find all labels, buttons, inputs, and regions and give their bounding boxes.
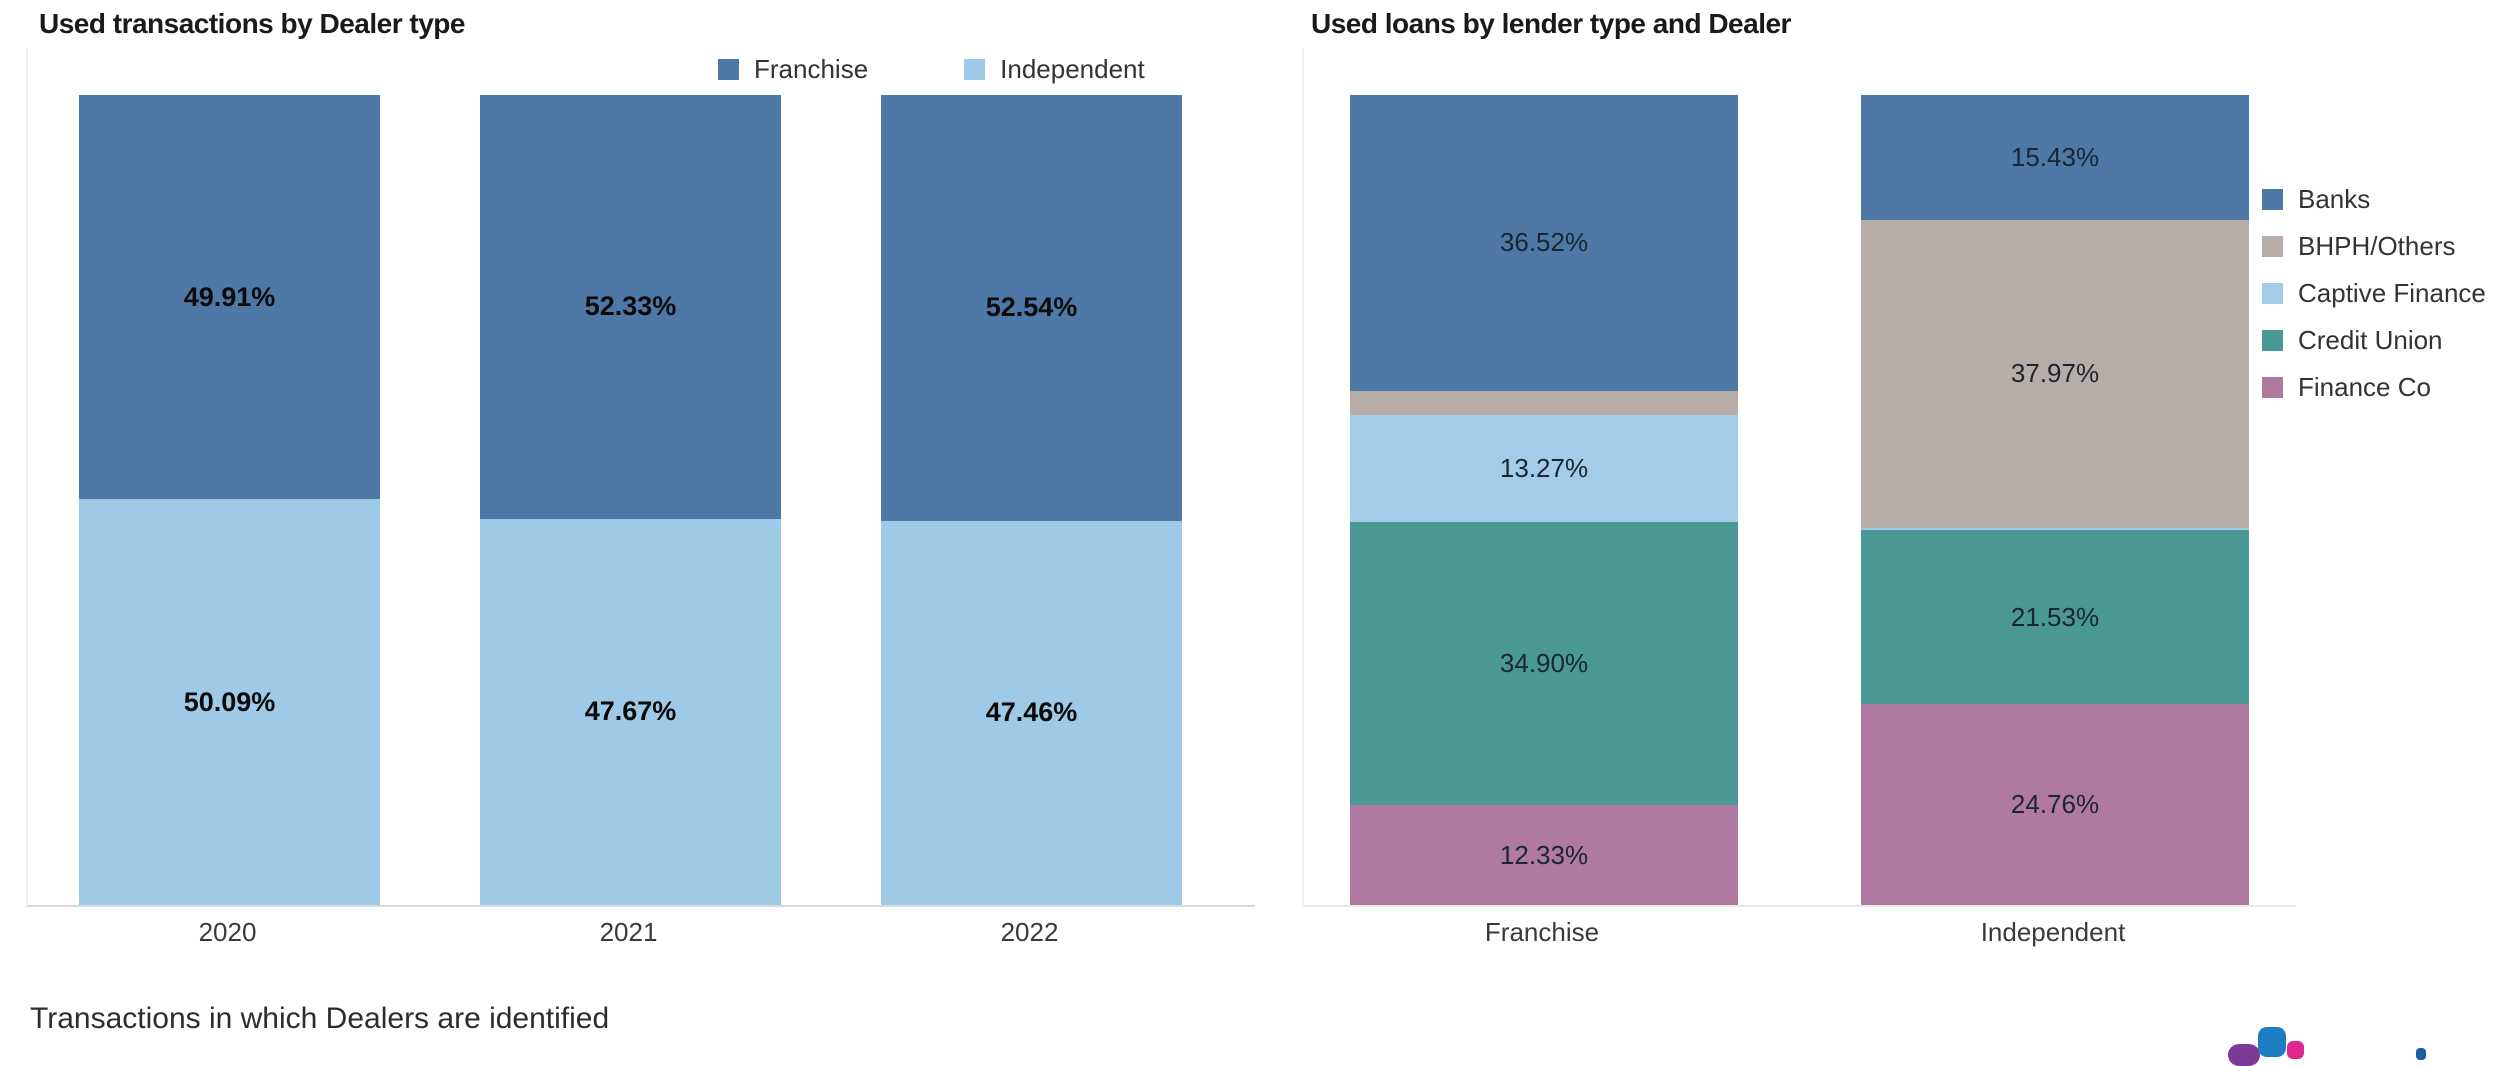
brand-logo-partial (2220, 1020, 2519, 1066)
logo-pink-block (2287, 1041, 2304, 1059)
value-label: 34.90% (1499, 648, 1589, 679)
bars-container: 49.91% 50.09% 52.33% 47.67% 52.54% 47.46% (79, 95, 1182, 905)
legend-swatch-credit-union (2262, 330, 2283, 351)
chart-title: Used transactions by Dealer type (39, 8, 465, 39)
segment-finance-co-independent[interactable]: 24.76% (1861, 704, 2249, 905)
legend-swatch-captive-finance (2262, 283, 2283, 304)
logo-purple-block (2228, 1044, 2260, 1066)
legend-item-independent[interactable]: Independent (964, 54, 1145, 85)
plot-area: 49.91% 50.09% 52.33% 47.67% 52.54% 47.46% (26, 48, 1255, 907)
category-label-franchise: Franchise (1484, 917, 1600, 947)
legend-swatch-banks (2262, 189, 2283, 210)
value-label: 49.91% (183, 281, 276, 312)
logo-blue-block (2258, 1027, 2286, 1057)
segment-franchise-2022[interactable]: 52.54% (881, 95, 1182, 521)
value-label: 47.46% (985, 697, 1078, 728)
legend-lender-type: Banks BHPH/Others Captive Finance Credit Un… (2262, 184, 2486, 403)
legend-label: BHPH/Others (2298, 231, 2456, 261)
legend-item-captive-finance[interactable]: Captive Finance (2262, 278, 2486, 309)
value-label: 15.43% (2010, 141, 2100, 172)
value-label: 37.97% (2010, 358, 2100, 389)
legend-label: Franchise (754, 54, 869, 84)
category-label-2020: 2020 (198, 917, 257, 947)
bar-2022: 52.54% 47.46% (881, 95, 1182, 905)
legend-swatch-finance-co (2262, 377, 2283, 398)
value-label: 21.53% (2010, 601, 2100, 632)
legend-label: Credit Union (2298, 325, 2443, 355)
legend-label: Captive Finance (2298, 278, 2486, 308)
segment-franchise-2020[interactable]: 49.91% (79, 95, 380, 500)
legend-item-banks[interactable]: Banks (2262, 184, 2486, 215)
value-label: 24.76% (2010, 789, 2100, 820)
bar-independent: 15.43% 37.97% 21.53% 24.76% (1861, 95, 2249, 905)
legend-item-bhph-others[interactable]: BHPH/Others (2262, 231, 2486, 262)
segment-credit-union-franchise[interactable]: 34.90% (1350, 522, 1738, 806)
segment-bhph-others-franchise[interactable] (1350, 390, 1738, 415)
chart-used-loans-by-lender-type: Used loans by lender type and Dealer Ban… (1302, 0, 2519, 985)
segment-banks-independent[interactable]: 15.43% (1861, 95, 2249, 220)
legend-label: Banks (2298, 184, 2371, 214)
legend-item-franchise[interactable]: Franchise (718, 54, 868, 85)
segment-banks-franchise[interactable]: 36.52% (1350, 95, 1738, 391)
bar-2020: 49.91% 50.09% (79, 95, 380, 905)
bar-franchise: 36.52% 13.27% 34.90% 12.33% (1350, 95, 1738, 905)
legend-item-finance-co[interactable]: Finance Co (2262, 372, 2486, 403)
segment-credit-union-independent[interactable]: 21.53% (1861, 530, 2249, 705)
value-label: 12.33% (1499, 839, 1589, 870)
bar-2021: 52.33% 47.67% (480, 95, 781, 905)
segment-finance-co-franchise[interactable]: 12.33% (1350, 805, 1738, 905)
plot-area: 36.52% 13.27% 34.90% 12.33% 15.43% 37.97% 21.5… (1302, 48, 2296, 907)
segment-franchise-2021[interactable]: 52.33% (480, 95, 781, 519)
value-label: 13.27% (1499, 453, 1589, 484)
category-label-2021: 2021 (599, 917, 658, 947)
x-axis-labels: Franchise Independent (1348, 917, 2247, 948)
value-label: 52.54% (985, 292, 1078, 323)
x-axis-labels: 2020 2021 2022 (77, 917, 1180, 948)
value-label: 52.33% (584, 291, 677, 322)
segment-independent-2022[interactable]: 47.46% (881, 520, 1182, 905)
legend-label: Independent (1000, 54, 1145, 84)
footer-caption: Transactions in which Dealers are identi… (30, 1002, 610, 1035)
legend-swatch-independent (964, 59, 986, 80)
value-label: 47.67% (584, 696, 677, 727)
legend-item-credit-union[interactable]: Credit Union (2262, 325, 2486, 356)
segment-bhph-others-independent[interactable]: 37.97% (1861, 219, 2249, 528)
chart-title: Used loans by lender type and Dealer (1311, 8, 1791, 39)
category-label-2022: 2022 (1000, 917, 1059, 947)
segment-captive-finance-independent[interactable] (1861, 527, 2249, 531)
segment-captive-finance-franchise[interactable]: 13.27% (1350, 414, 1738, 523)
legend-label: Finance Co (2298, 372, 2431, 402)
legend-swatch-franchise (718, 59, 739, 80)
legend-swatch-bhph-others (2262, 236, 2283, 257)
legend-dealer-type: Franchise Independent (718, 54, 1145, 85)
value-label: 36.52% (1499, 227, 1589, 258)
chart-used-transactions-by-dealer-type: Used transactions by Dealer type Franchi… (0, 0, 1270, 985)
bars-container: 36.52% 13.27% 34.90% 12.33% 15.43% 37.97% 21.5… (1350, 95, 2249, 905)
segment-independent-2021[interactable]: 47.67% (480, 518, 781, 905)
logo-navy-block (2416, 1048, 2426, 1060)
segment-independent-2020[interactable]: 50.09% (79, 499, 380, 905)
category-label-independent: Independent (1980, 917, 2126, 947)
value-label: 50.09% (183, 686, 276, 717)
